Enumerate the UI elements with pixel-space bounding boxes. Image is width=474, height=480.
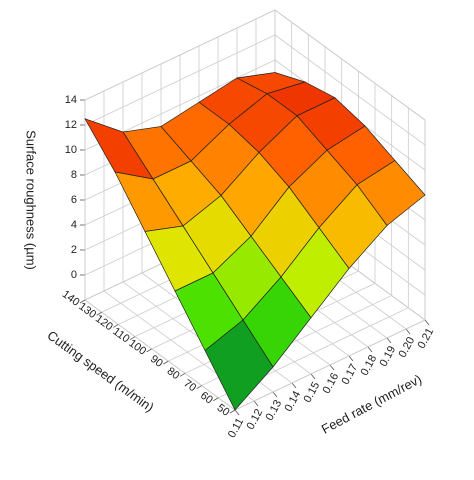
z-tick-label: 12 [65, 119, 77, 131]
tick-mark [310, 373, 316, 380]
tick-mark [129, 336, 136, 341]
tick-mark [179, 372, 186, 377]
tick-mark [229, 409, 236, 414]
tick-mark [367, 346, 373, 353]
x-tick-label: 0.13 [264, 398, 285, 423]
tick-mark [213, 397, 219, 402]
tick-mark [253, 400, 259, 407]
z-tick-label: 4 [71, 219, 77, 231]
z-tick-label: 0 [71, 269, 77, 281]
y-tick-label: 50 [215, 402, 232, 419]
surface-patch [204, 319, 274, 411]
tick-mark [196, 385, 202, 389]
x-tick-label: 0.12 [245, 407, 266, 432]
grid-line [274, 9, 426, 121]
x-tick-label: 0.15 [302, 380, 323, 405]
z-tick-label: 10 [65, 144, 77, 156]
tick-mark [272, 391, 278, 398]
z-axis-title: Surface roughness (µm) [24, 130, 39, 270]
x-tick-label: 0.21 [416, 326, 437, 351]
z-tick-label: 6 [71, 194, 77, 206]
z-tick-label: 8 [71, 169, 77, 181]
y-tick-label: 90 [148, 353, 165, 370]
tick-mark [424, 319, 430, 326]
tick-mark [291, 382, 297, 389]
grid-line [274, 34, 426, 146]
x-tick-label: 0.18 [359, 353, 380, 378]
grid-line [84, 299, 236, 411]
z-tick-label: 14 [65, 94, 77, 106]
tick-mark [329, 364, 335, 371]
x-tick-label: 0.11 [226, 416, 246, 440]
grid-line [234, 319, 426, 411]
x-tick-label: 0.19 [378, 344, 399, 369]
tick-mark [146, 348, 152, 353]
tick-mark [163, 360, 169, 365]
y-tick-label: 70 [181, 377, 198, 394]
tick-mark [386, 337, 392, 344]
tick-mark [79, 299, 86, 304]
y-tick-label: 80 [165, 365, 182, 382]
x-tick-label: 0.17 [340, 362, 361, 387]
tick-mark [96, 311, 102, 316]
tick-mark [348, 355, 354, 362]
y-tick-label: 140 [60, 288, 82, 308]
x-tick-label: 0.20 [397, 335, 418, 360]
x-tick-label: 0.14 [283, 389, 304, 414]
y-tick-label: 60 [198, 390, 215, 407]
tick-mark [113, 324, 119, 328]
tick-mark [234, 409, 240, 416]
z-tick-label: 2 [71, 244, 77, 256]
x-tick-label: 0.16 [321, 371, 342, 396]
tick-mark [405, 328, 411, 335]
